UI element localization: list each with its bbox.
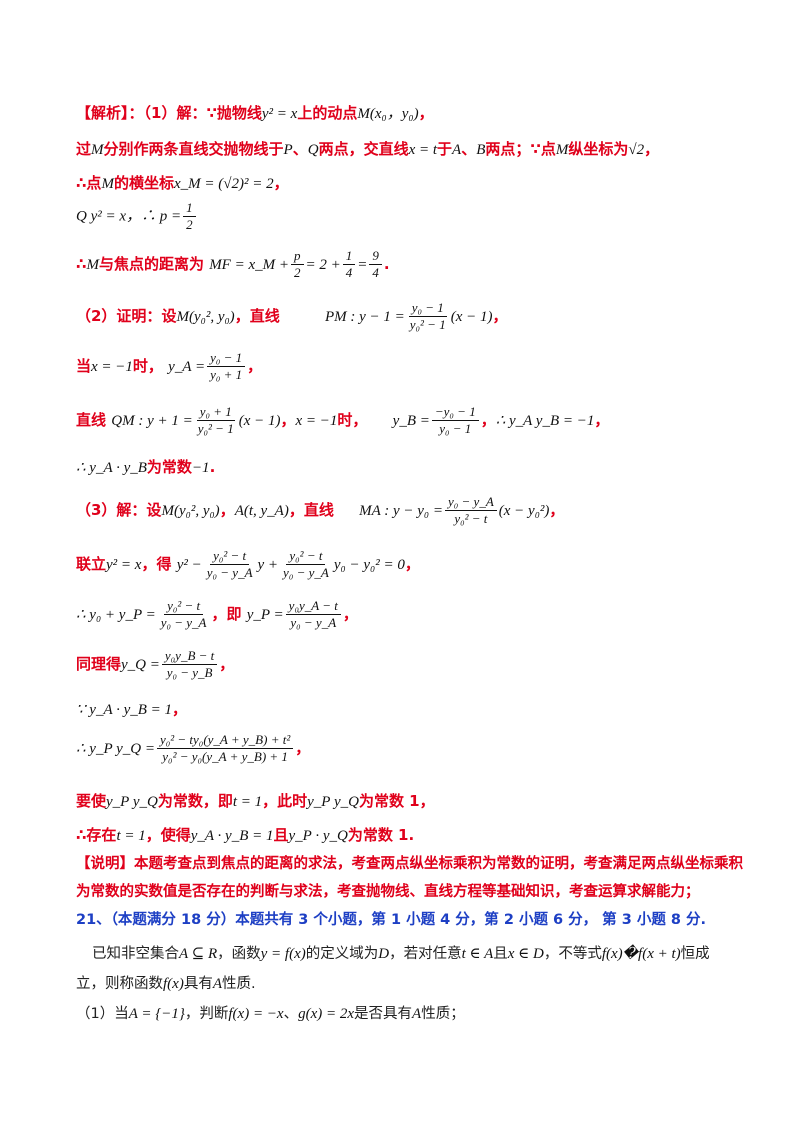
question-body-line-2: 立，则称函数f(x)具有A性质. (76, 976, 256, 992)
analysis-line-12: ∴ y₀ + y_P = y₀² − t y₀ − y_A ，即 y_P = y₀y_A… (76, 598, 358, 630)
analysis-line-17: ∴存在t = 1，使得y_A · y_B = 1且y_P · y_Q为常数 1. (76, 826, 415, 844)
note-line-1: 【说明】本题考查点到焦点的距离的求法，考查两点纵坐标乘积为常数的证明，考查满足两… (76, 856, 743, 872)
note-line-2: 为常数的实数值是否存在的判断与求法，考查抛物线、直线方程等基础知识，考查运算求解… (76, 884, 700, 900)
analysis-line-14: ∵ y_A · y_B = 1， (76, 700, 188, 718)
analysis-line-13: 同理得y_Q = y₀y_B − t y₀ − y_B， (76, 648, 235, 680)
analysis-line-11: 联立y² = x，得 y² − y₀² − t y₀ − y_A y + y₀² − t… (76, 548, 420, 580)
analysis-line-16: 要使y_P y_Q为常数，即t = 1，此时y_P y_Q为常数 1， (76, 792, 435, 810)
analysis-line-4: Q y² = x，∴ p = 1 2 (76, 200, 740, 233)
question-body-line-1: 已知非空集合A ⊆ R，函数y = f(x)的定义域为D，若对任意t ∈ A且x… (92, 946, 710, 962)
analysis-line-1: 【解析】：（1）解：∵抛物线y² = x上的动点M(x₀，y₀)， (76, 104, 434, 122)
analysis-line-3: ∴点M的横坐标x_M = (√2)² = 2， (76, 174, 289, 192)
analysis-line-8: 直线 QM : y + 1 = y₀ + 1 y₀² − 1 (x − 1)，x = … (76, 404, 610, 436)
analysis-line-15: ∴ y_P y_Q = y₀² − ty₀(y_A + y_B) + t² y₀² … (76, 732, 311, 764)
analysis-line-10: （3）解：设M(y₀², y₀)，A(t, y_A)，直线 MA : y − y… (76, 494, 565, 526)
analysis-line-9: ∴ y_A · y_B为常数−1. (76, 458, 216, 476)
analysis-line-5: ∴M与焦点的距离为 MF = x_M + p 2 = 2 +1 4 = 9 4. (76, 248, 390, 280)
analysis-line-7: 当x = −1时， y_A = y₀ − 1 y₀ + 1， (76, 350, 263, 382)
question-21-header: 21、（本题满分 18 分）本题共有 3 个小题，第 1 小题 4 分，第 2 … (76, 912, 707, 928)
analysis-line-2: 过M分别作两条直线交抛物线于P、Q两点，交直线x = t于A、B两点；∵点M纵坐… (76, 140, 660, 158)
question-part-1: （1）当A = {−1}，判断f(x) = −x、g(x) = 2x是否具有A性… (76, 1006, 465, 1022)
